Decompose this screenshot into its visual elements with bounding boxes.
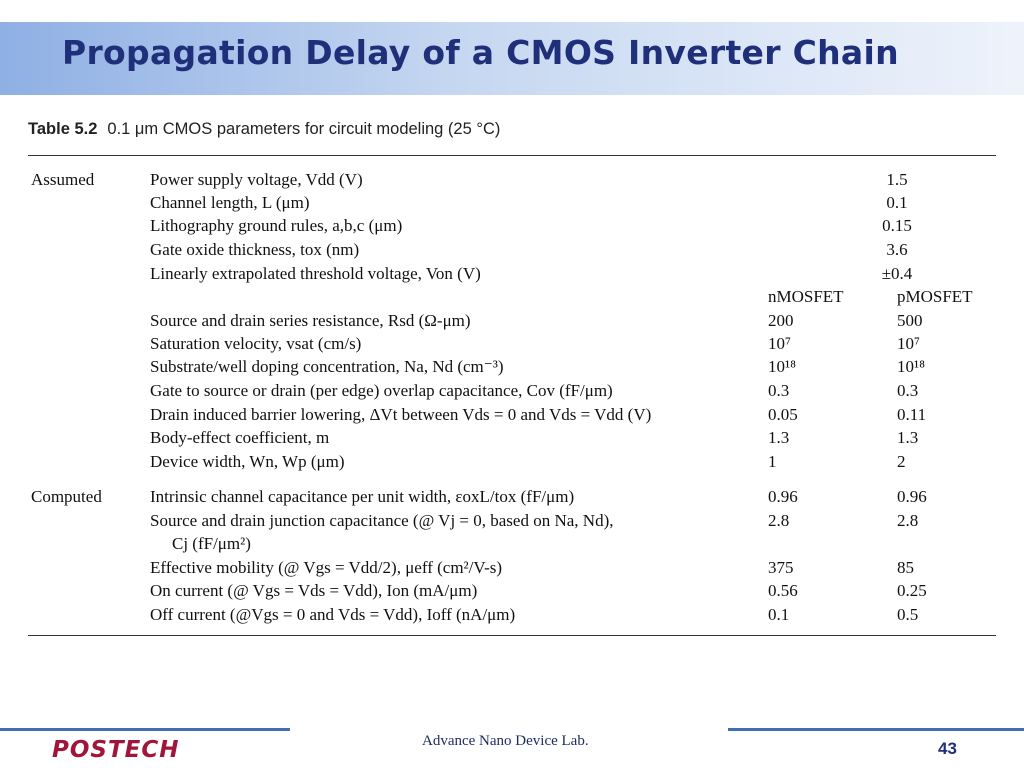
table-row: Assumed Power supply voltage, Vdd (V) 1.… [0, 170, 1024, 192]
param-value: ±0.4 [881, 264, 913, 283]
table-row: Source and drain junction capacitance (@… [0, 511, 1024, 533]
group-label-computed: Computed [31, 487, 102, 506]
nmos-value: 0.05 [768, 405, 798, 424]
table-top-rule [28, 155, 996, 156]
nmos-value: 10⁷ [768, 334, 791, 353]
table-row: Gate oxide thickness, tox (nm) 3.6 [0, 240, 1024, 262]
table-row: Computed Intrinsic channel capacitance p… [0, 487, 1024, 509]
title-band [0, 22, 1024, 95]
nmos-value: 2.8 [768, 511, 790, 530]
pmos-value: 0.5 [897, 605, 919, 624]
param-value: 0.15 [882, 216, 912, 235]
pmos-value: 10¹⁸ [897, 357, 926, 376]
pmos-value: 1.3 [897, 428, 919, 447]
param-name: Source and drain junction capacitance (@… [150, 511, 614, 530]
pmos-value: 0.3 [897, 381, 919, 400]
pmos-value: 2.8 [897, 511, 919, 530]
group-label-assumed: Assumed [31, 170, 95, 189]
pmos-value: 0.11 [897, 405, 927, 424]
table-row: Off current (@Vgs = 0 and Vds = Vdd), Io… [0, 605, 1024, 627]
pmos-value: 10⁷ [897, 334, 920, 353]
table-row: Channel length, L (μm) 0.1 [0, 193, 1024, 215]
param-name: Device width, Wn, Wp (μm) [150, 452, 345, 471]
nmos-value: 0.1 [768, 605, 790, 624]
param-name: Intrinsic channel capacitance per unit w… [150, 487, 575, 506]
table-row: Saturation velocity, vsat (cm/s) 10⁷ 10⁷ [0, 334, 1024, 356]
nmos-value: 0.56 [768, 581, 798, 600]
table-row: On current (@ Vgs = Vds = Vdd), Ion (mA/… [0, 581, 1024, 603]
lab-name: Advance Nano Device Lab. [422, 733, 589, 749]
table-row: Drain induced barrier lowering, ΔVt betw… [0, 405, 1024, 427]
table-bottom-rule [28, 635, 996, 636]
table-row: Cj (fF/μm²) [0, 534, 1024, 556]
column-header-row: nMOSFET pMOSFET [0, 287, 1024, 309]
param-name: Source and drain series resistance, Rsd … [150, 311, 471, 330]
nmos-value: 1.3 [768, 428, 790, 447]
table-caption-text: 0.1 μm CMOS parameters for circuit model… [107, 120, 501, 138]
param-name: Lithography ground rules, a,b,c (μm) [150, 216, 403, 235]
footer-line-right [728, 728, 1024, 731]
table-row: Gate to source or drain (per edge) overl… [0, 381, 1024, 403]
pmos-value: 0.25 [897, 581, 927, 600]
pmos-value: 85 [897, 558, 914, 577]
param-name: Off current (@Vgs = 0 and Vds = Vdd), Io… [150, 605, 516, 624]
param-name: Cj (fF/μm²) [172, 534, 251, 553]
param-name: Body-effect coefficient, m [150, 428, 330, 447]
nmos-value: 200 [768, 311, 794, 330]
table-row: Lithography ground rules, a,b,c (μm) 0.1… [0, 216, 1024, 238]
nmos-value: 0.96 [768, 487, 798, 506]
nmos-value: 375 [768, 558, 794, 577]
param-name: Saturation velocity, vsat (cm/s) [150, 334, 362, 353]
column-header-nmosfet: nMOSFET [768, 287, 844, 306]
param-name: Effective mobility (@ Vgs = Vdd/2), μeff… [150, 558, 503, 577]
table-row: Source and drain series resistance, Rsd … [0, 311, 1024, 333]
table-row: Effective mobility (@ Vgs = Vdd/2), μeff… [0, 558, 1024, 580]
param-name: Substrate/well doping concentration, Na,… [150, 357, 504, 376]
pmos-value: 2 [897, 452, 906, 471]
table-caption: Table 5.2 0.1 μm CMOS parameters for circ… [28, 120, 500, 139]
pmos-value: 0.96 [897, 487, 927, 506]
param-value: 0.1 [886, 193, 908, 212]
param-name: Linearly extrapolated threshold voltage,… [150, 264, 481, 283]
param-name: Gate oxide thickness, tox (nm) [150, 240, 360, 259]
param-name: Drain induced barrier lowering, ΔVt betw… [150, 405, 652, 424]
column-header-pmosfet: pMOSFET [897, 287, 973, 306]
param-name: Gate to source or drain (per edge) overl… [150, 381, 613, 400]
nmos-value: 0.3 [768, 381, 790, 400]
nmos-value: 1 [768, 452, 777, 471]
page-number: 43 [938, 739, 957, 758]
nmos-value: 10¹⁸ [768, 357, 797, 376]
param-value: 1.5 [886, 170, 908, 189]
pmos-value: 500 [897, 311, 923, 330]
table-row: Body-effect coefficient, m 1.3 1.3 [0, 428, 1024, 450]
param-name: Power supply voltage, Vdd (V) [150, 170, 363, 189]
postech-logo: POSTECH [52, 737, 180, 763]
table-number: Table 5.2 [28, 120, 98, 138]
slide-title: Propagation Delay of a CMOS Inverter Cha… [62, 33, 899, 72]
table-row: Device width, Wn, Wp (μm) 1 2 [0, 452, 1024, 474]
table-row: Substrate/well doping concentration, Na,… [0, 357, 1024, 379]
table-row: Linearly extrapolated threshold voltage,… [0, 264, 1024, 286]
param-value: 3.6 [886, 240, 908, 259]
param-name: On current (@ Vgs = Vds = Vdd), Ion (mA/… [150, 581, 478, 600]
param-name: Channel length, L (μm) [150, 193, 310, 212]
footer-line-left [0, 728, 290, 731]
